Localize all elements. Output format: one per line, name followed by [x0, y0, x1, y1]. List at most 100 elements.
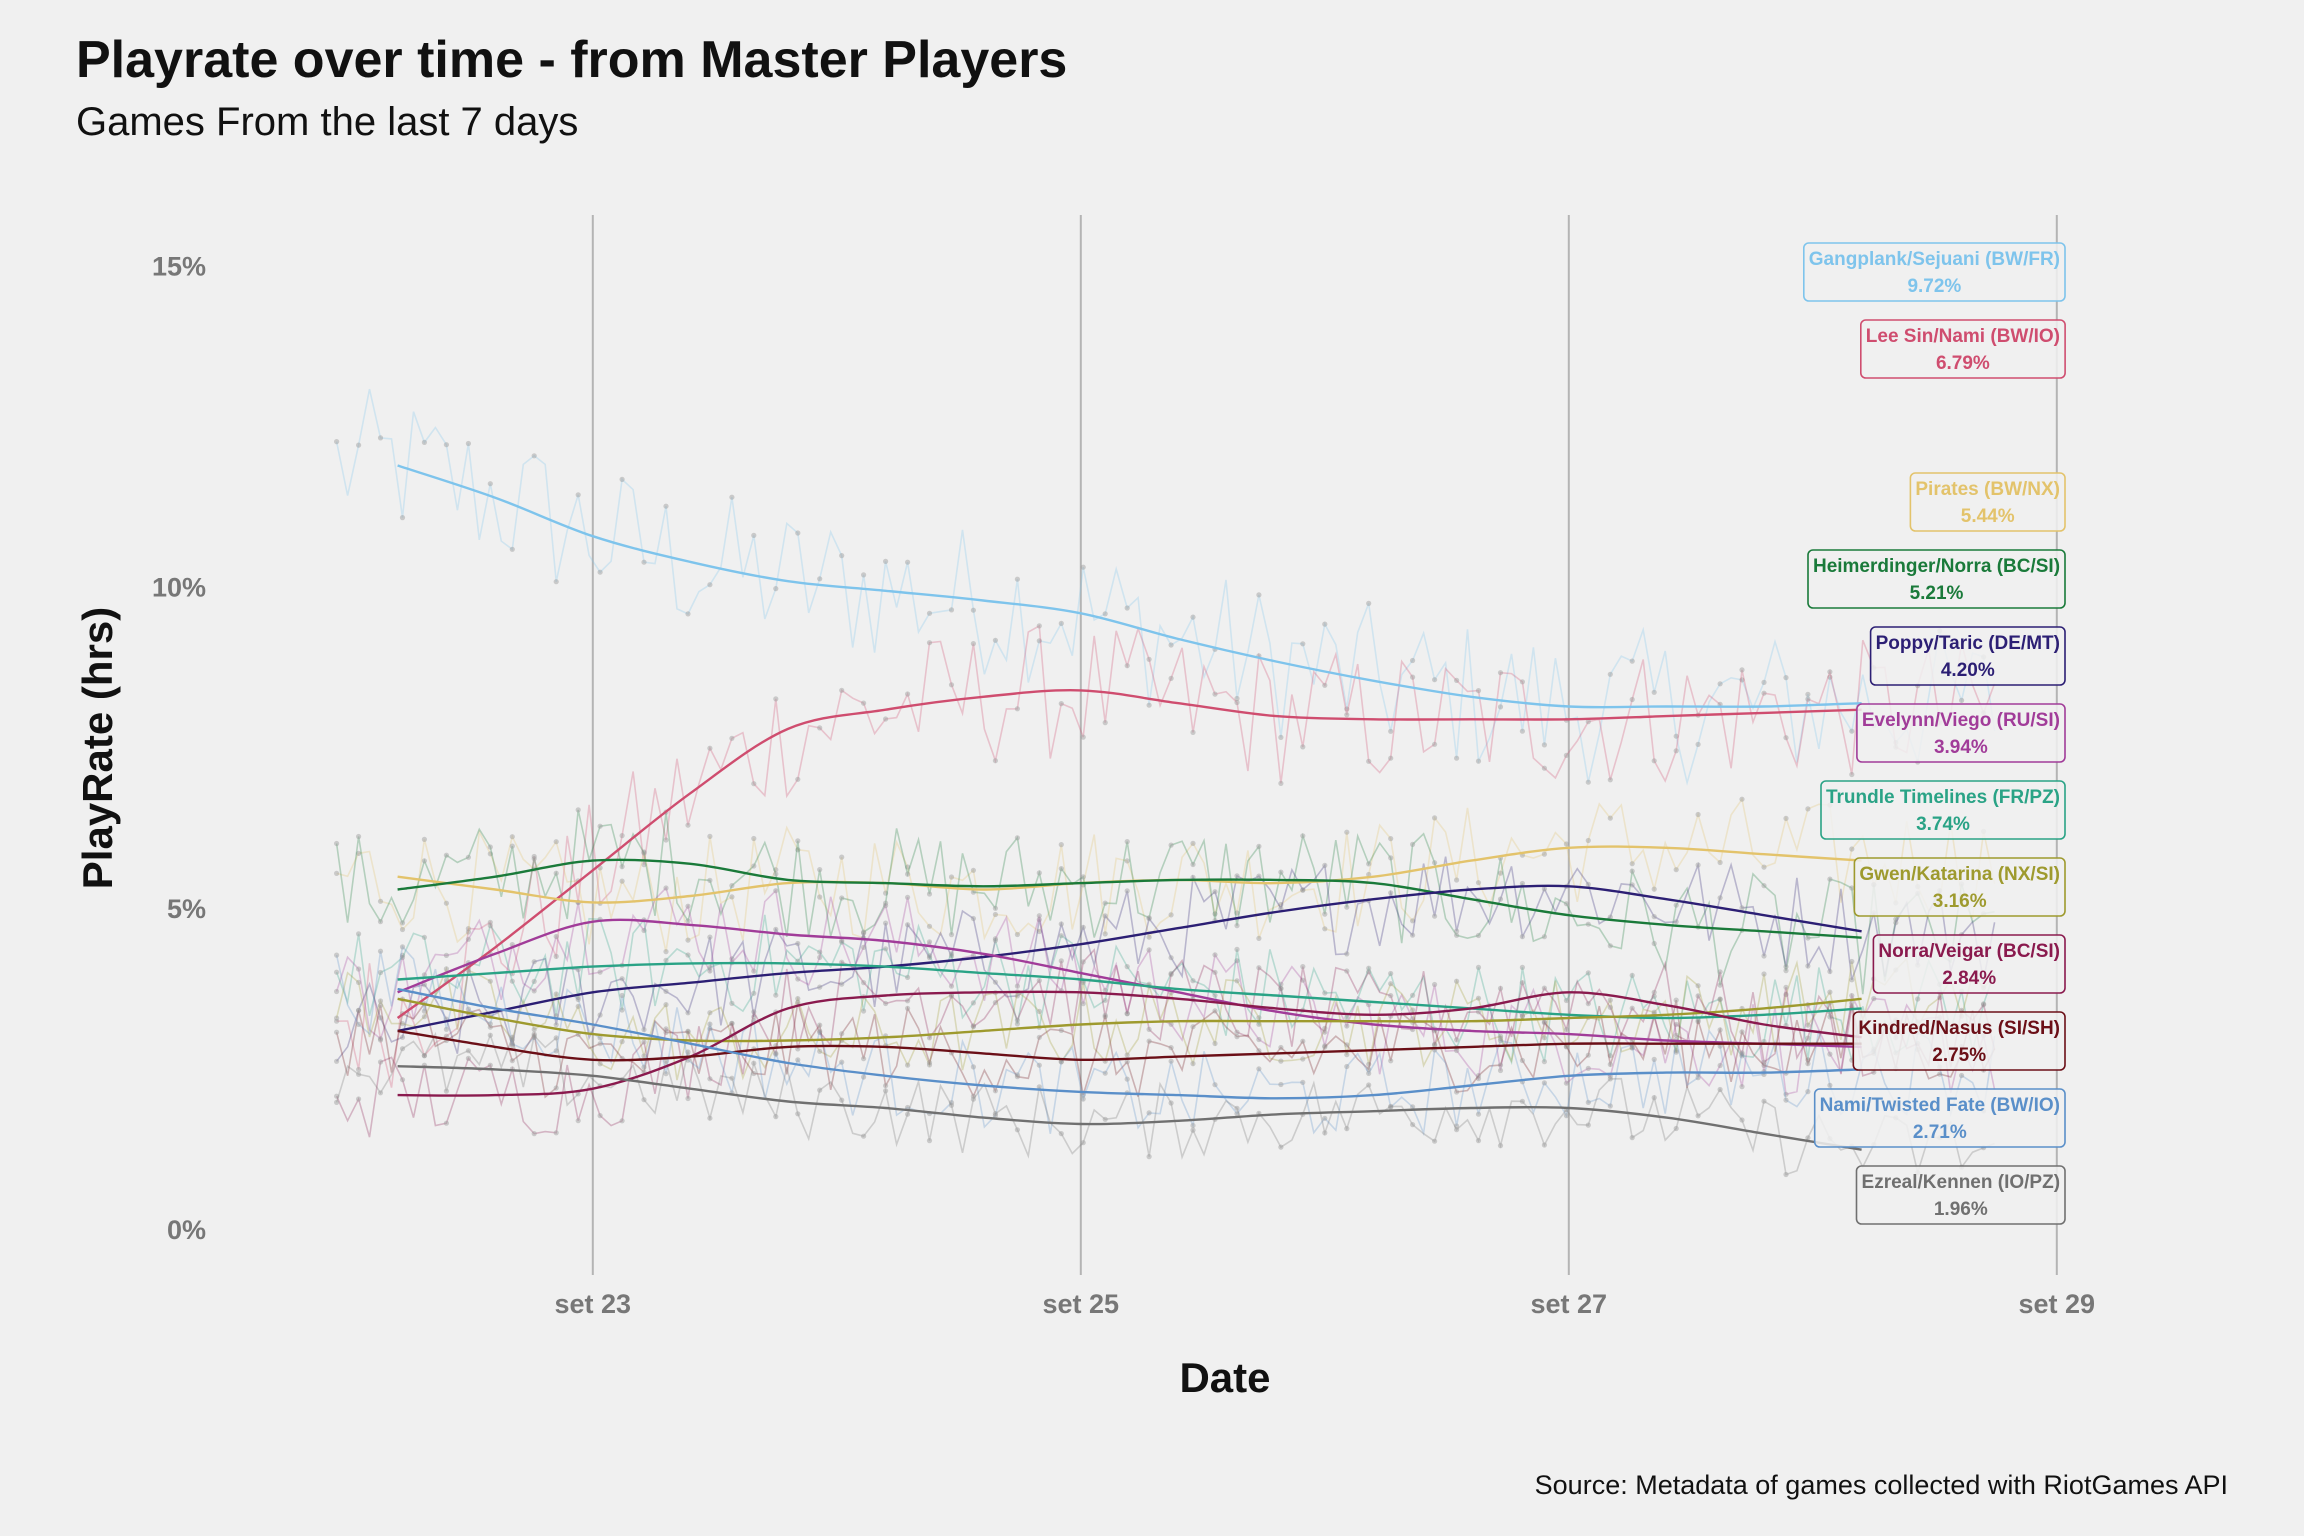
raw-point [334, 871, 339, 876]
raw-point [685, 918, 690, 923]
raw-point [1696, 812, 1701, 817]
raw-point [1169, 642, 1174, 647]
raw-point [839, 688, 844, 693]
raw-point [1630, 1135, 1635, 1140]
raw-point [1739, 797, 1744, 802]
raw-point [334, 989, 339, 994]
raw-point [1037, 1009, 1042, 1014]
raw-point [1652, 690, 1657, 695]
raw-point [1344, 1042, 1349, 1047]
raw-point [1498, 1143, 1503, 1148]
raw-point [1718, 1063, 1723, 1068]
raw-point [1388, 981, 1393, 986]
raw-point [1432, 914, 1437, 919]
raw-point [356, 1067, 361, 1072]
raw-point [620, 1039, 625, 1044]
raw-point [641, 850, 646, 855]
raw-point [1652, 990, 1657, 995]
direct-label-ezreal-kennen-io-pz: Ezreal/Kennen (IO/PZ)1.96% [1857, 1166, 2066, 1224]
raw-point [1300, 641, 1305, 646]
raw-point [927, 953, 932, 958]
raw-point [510, 1058, 515, 1063]
raw-point [1739, 1084, 1744, 1089]
raw-point [971, 1000, 976, 1005]
raw-point [1410, 658, 1415, 663]
raw-point [905, 895, 910, 900]
raw-point [1805, 806, 1810, 811]
raw-point [1454, 929, 1459, 934]
raw-point [883, 921, 888, 926]
raw-point [1410, 933, 1415, 938]
raw-point [1827, 990, 1832, 995]
raw-point [1586, 780, 1591, 785]
raw-point [993, 912, 998, 917]
direct-label-evelynn-viego-ru-si: Evelynn/Viego (RU/SI)3.94% [1857, 704, 2065, 762]
raw-point [1783, 985, 1788, 990]
raw-point [1366, 861, 1371, 866]
raw-point [532, 988, 537, 993]
raw-point [1739, 1117, 1744, 1122]
raw-point [532, 1131, 537, 1136]
raw-point [1322, 912, 1327, 917]
raw-point [1542, 1059, 1547, 1064]
raw-point [729, 894, 734, 899]
x-tick-label: set 29 [2019, 1289, 2096, 1319]
raw-point [1125, 888, 1130, 893]
raw-point [1674, 1033, 1679, 1038]
raw-point [598, 824, 603, 829]
raw-point [1849, 729, 1854, 734]
label-series-value: 2.84% [1942, 968, 1996, 989]
raw-point [334, 1016, 339, 1021]
raw-point [1212, 889, 1217, 894]
raw-point [883, 1001, 888, 1006]
raw-point [883, 1088, 888, 1093]
raw-point [1718, 860, 1723, 865]
raw-point [817, 576, 822, 581]
raw-point [839, 1060, 844, 1065]
raw-point [1190, 1128, 1195, 1133]
raw-point [1959, 1073, 1964, 1078]
raw-point [883, 716, 888, 721]
x-tick-label: set 23 [555, 1289, 632, 1319]
raw-point [466, 1048, 471, 1053]
raw-point [1081, 1001, 1086, 1006]
raw-point [1344, 905, 1349, 910]
raw-point [488, 1021, 493, 1026]
raw-point [905, 1006, 910, 1011]
chart-caption: Source: Metadata of games collected with… [1535, 1470, 2228, 1501]
raw-point [1103, 1117, 1108, 1122]
raw-point [1256, 965, 1261, 970]
raw-point [729, 1021, 734, 1026]
raw-point [1147, 703, 1152, 708]
raw-point [1410, 675, 1415, 680]
raw-point [1344, 1126, 1349, 1131]
label-series-name: Poppy/Taric (DE/MT) [1876, 633, 2060, 654]
label-series-value: 5.21% [1910, 583, 1964, 604]
raw-point [1015, 1018, 1020, 1023]
raw-point [641, 560, 646, 565]
raw-point [1388, 890, 1393, 895]
raw-point [927, 611, 932, 616]
raw-point [1234, 700, 1239, 705]
raw-point [356, 1096, 361, 1101]
raw-point [1586, 882, 1591, 887]
raw-point [927, 924, 932, 929]
raw-point [1169, 1045, 1174, 1050]
raw-point [685, 1096, 690, 1101]
raw-point [1564, 901, 1569, 906]
raw-point [1147, 657, 1152, 662]
raw-point [1520, 965, 1525, 970]
raw-point [1081, 925, 1086, 930]
raw-point [1059, 866, 1064, 871]
raw-point [1608, 943, 1613, 948]
raw-point [334, 1100, 339, 1105]
label-series-value: 2.71% [1913, 1122, 1967, 1143]
raw-point [378, 1059, 383, 1064]
raw-point [1476, 1138, 1481, 1143]
raw-point [1783, 816, 1788, 821]
raw-point [883, 903, 888, 908]
raw-point [993, 638, 998, 643]
label-series-value: 1.96% [1934, 1199, 1988, 1220]
raw-point [554, 871, 559, 876]
raw-point [1739, 1029, 1744, 1034]
